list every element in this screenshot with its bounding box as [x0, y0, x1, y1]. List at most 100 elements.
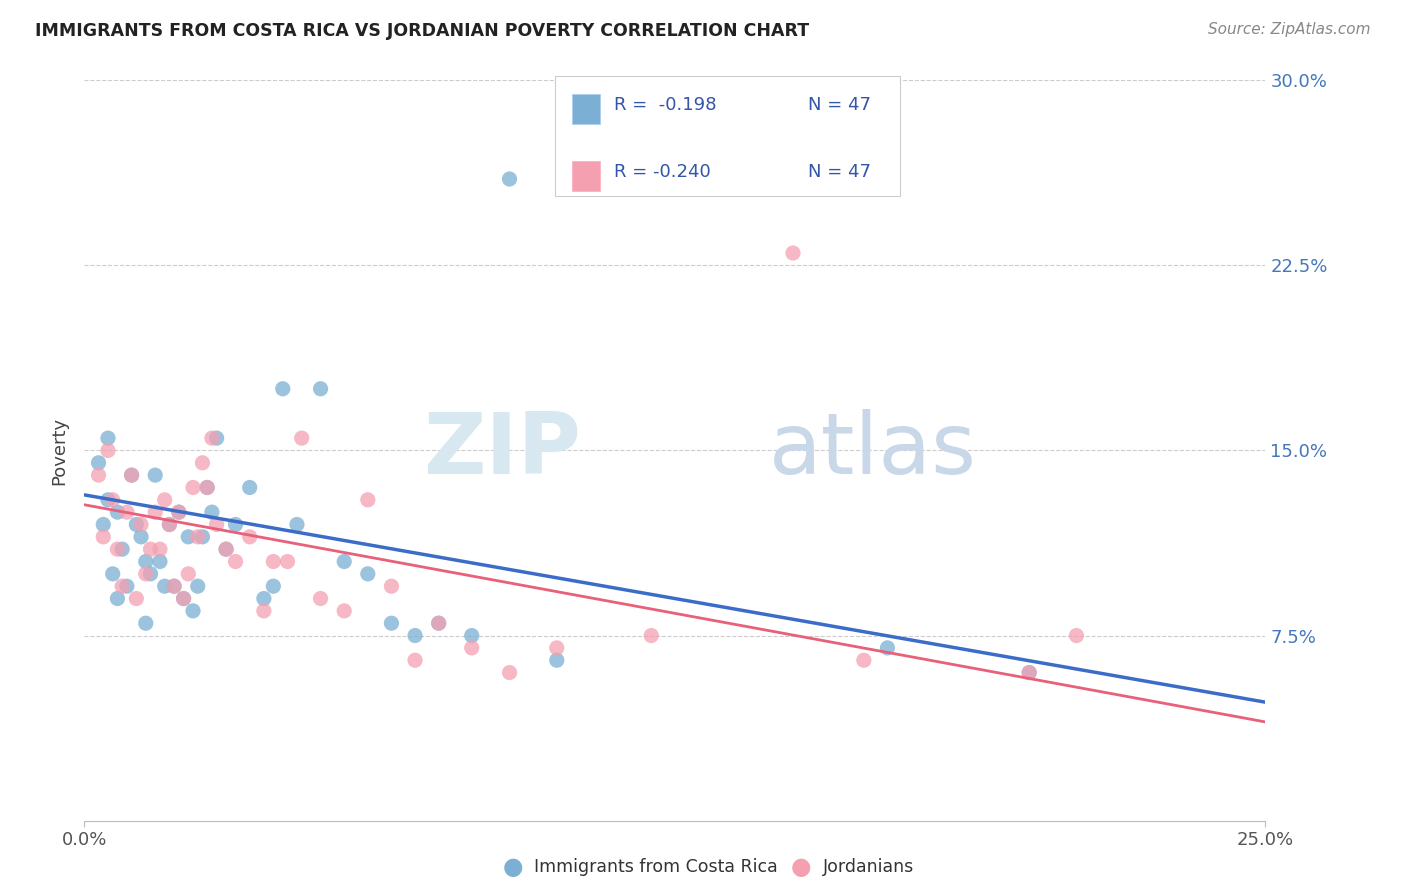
Point [181, 604, 204, 618]
Point [157, 517, 180, 532]
Point [262, 579, 284, 593]
Point [163, 579, 186, 593]
Point [276, 555, 298, 569]
Point [876, 640, 898, 655]
Point [1066, 628, 1088, 642]
Text: ●: ● [792, 855, 811, 879]
Point [357, 566, 380, 581]
Point [225, 555, 247, 569]
Point [427, 616, 450, 631]
Point [191, 456, 214, 470]
Point [239, 480, 262, 494]
Point [380, 616, 402, 631]
Point [191, 530, 214, 544]
Point [546, 653, 568, 667]
Text: R =  -0.198: R = -0.198 [614, 96, 717, 114]
Text: ZIP: ZIP [423, 409, 581, 492]
Point [129, 517, 152, 532]
Point [253, 604, 276, 618]
Point [107, 591, 129, 606]
Point [380, 579, 402, 593]
Point [97, 492, 120, 507]
Point [149, 555, 172, 569]
Point [271, 382, 294, 396]
Point [143, 505, 166, 519]
Point [111, 579, 134, 593]
Point [239, 530, 262, 544]
Text: Immigrants from Costa Rica: Immigrants from Costa Rica [534, 858, 778, 876]
Point [135, 616, 157, 631]
Point [139, 566, 162, 581]
Point [115, 505, 138, 519]
Point [498, 665, 520, 680]
Point [87, 468, 110, 483]
Point [205, 517, 228, 532]
Point [107, 505, 129, 519]
Point [121, 468, 143, 483]
Point [149, 542, 172, 557]
Point [427, 616, 450, 631]
Point [121, 468, 143, 483]
Point [461, 640, 484, 655]
Point [87, 456, 110, 470]
Point [135, 555, 157, 569]
Point [546, 640, 568, 655]
Point [291, 431, 314, 445]
Text: Jordanians: Jordanians [823, 858, 914, 876]
Point [205, 431, 228, 445]
Point [97, 431, 120, 445]
Text: ●: ● [503, 855, 523, 879]
Point [97, 443, 120, 458]
Point [333, 604, 356, 618]
Text: N = 47: N = 47 [808, 163, 872, 181]
Point [201, 505, 224, 519]
Point [852, 653, 875, 667]
Point [167, 505, 190, 519]
Point [111, 542, 134, 557]
Point [195, 480, 218, 494]
Point [1018, 665, 1040, 680]
Point [143, 468, 166, 483]
Point [153, 579, 176, 593]
Point [285, 517, 308, 532]
Point [333, 555, 356, 569]
Point [153, 492, 176, 507]
Point [181, 480, 204, 494]
Point [173, 591, 195, 606]
Point [101, 566, 124, 581]
Point [167, 505, 190, 519]
Point [262, 555, 284, 569]
Point [404, 653, 426, 667]
Text: N = 47: N = 47 [808, 96, 872, 114]
Point [195, 480, 218, 494]
Point [498, 172, 520, 186]
Point [1018, 665, 1040, 680]
Point [129, 530, 152, 544]
Point [157, 517, 180, 532]
Point [782, 246, 804, 260]
Text: Source: ZipAtlas.com: Source: ZipAtlas.com [1208, 22, 1371, 37]
Point [107, 542, 129, 557]
Point [253, 591, 276, 606]
Point [139, 542, 162, 557]
Point [177, 530, 200, 544]
Point [640, 628, 662, 642]
Point [357, 492, 380, 507]
Point [115, 579, 138, 593]
Point [187, 530, 209, 544]
Text: atlas: atlas [769, 409, 977, 492]
Point [215, 542, 238, 557]
Point [101, 492, 124, 507]
Point [309, 382, 332, 396]
Text: IMMIGRANTS FROM COSTA RICA VS JORDANIAN POVERTY CORRELATION CHART: IMMIGRANTS FROM COSTA RICA VS JORDANIAN … [35, 22, 810, 40]
Point [135, 566, 157, 581]
Point [163, 579, 186, 593]
Y-axis label: Poverty: Poverty [51, 417, 69, 484]
Point [187, 579, 209, 593]
Point [173, 591, 195, 606]
Point [404, 628, 426, 642]
Point [91, 530, 114, 544]
Text: R = -0.240: R = -0.240 [614, 163, 711, 181]
Point [461, 628, 484, 642]
Point [125, 517, 148, 532]
